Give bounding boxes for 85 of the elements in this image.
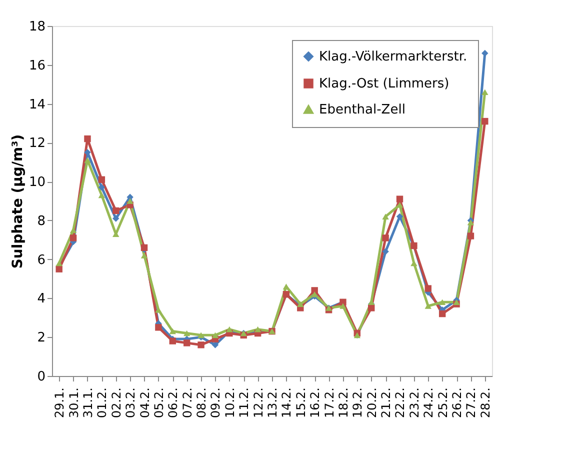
x-tick-label: 19.2. — [350, 388, 365, 418]
x-tick-label: 06.2. — [166, 388, 180, 418]
x-tick-label: 07.2. — [180, 388, 194, 418]
x-tick-label: 25.2. — [436, 388, 450, 418]
y-tick-label: 4 — [37, 292, 46, 307]
x-tick-label: 03.2. — [124, 388, 138, 418]
x-tick-label: 21.2. — [379, 388, 394, 418]
x-tick-label: 27.2. — [464, 388, 478, 418]
y-tick-label: 18 — [28, 20, 46, 34]
point — [424, 285, 432, 292]
point — [438, 299, 446, 306]
y-tick-label: 16 — [28, 58, 46, 74]
point — [84, 157, 91, 164]
point — [140, 252, 148, 258]
x-tick-label: 28.2. — [478, 388, 492, 418]
x-tick-label: 22.2. — [393, 388, 408, 418]
legend-label: Klag.-Völkermarkterstr. — [319, 50, 468, 64]
y-tick-label: 6 — [37, 252, 46, 268]
point — [467, 232, 474, 240]
x-tick-label: 13.2. — [266, 388, 280, 418]
x-tick-label: 29.1. — [52, 388, 67, 418]
point — [169, 328, 176, 334]
point — [382, 248, 389, 255]
legend-label: Klag.-Ost (Limmers) — [319, 76, 450, 92]
point — [311, 287, 318, 294]
point — [311, 291, 318, 298]
x-tick-label: 14.2. — [280, 388, 294, 418]
point — [396, 213, 404, 220]
point — [98, 184, 106, 191]
x-tick-label: 15.2. — [294, 388, 308, 418]
point — [482, 118, 488, 125]
point — [212, 332, 219, 338]
point — [98, 192, 106, 198]
x-tick-label: 05.2. — [152, 388, 166, 418]
point — [482, 89, 488, 96]
point — [155, 324, 162, 331]
point — [198, 342, 204, 348]
x-tick-label: 04.2. — [138, 388, 152, 418]
x-tick-label: 01.2. — [95, 388, 110, 418]
point — [112, 207, 120, 214]
x-tick-label: 16.2. — [308, 388, 322, 418]
y-tick-label: 8 — [37, 214, 46, 229]
point — [126, 198, 134, 204]
x-tick-label: 18.2. — [336, 388, 350, 418]
point — [98, 176, 106, 183]
point — [282, 284, 290, 290]
x-tick-label: 02.2. — [109, 388, 124, 418]
y-tick-label: 2 — [37, 330, 46, 346]
x-tick-label: 31.1. — [80, 388, 95, 418]
point — [112, 215, 120, 222]
x-tick-label: 17.2. — [322, 388, 336, 418]
x-tick-label: 08.2. — [194, 388, 209, 418]
y-tick-label: 10 — [28, 175, 46, 190]
x-tick-label: 30.1. — [66, 388, 81, 418]
point — [226, 326, 233, 332]
x-tick-label: 09.2. — [208, 388, 223, 418]
point — [212, 342, 219, 348]
point — [396, 196, 404, 202]
point — [482, 50, 488, 57]
legend-label: Ebenthal-Zell — [319, 102, 406, 118]
x-tick-label: 12.2. — [251, 388, 266, 418]
point — [297, 301, 304, 307]
point — [424, 303, 432, 309]
point — [84, 149, 91, 156]
point — [70, 234, 77, 242]
x-tick-label: 20.2. — [364, 388, 379, 418]
y-tick-label: 14 — [28, 97, 46, 112]
y-axis-title: Sulphate (µg/m³) — [10, 134, 26, 269]
x-tick-label: 26.2. — [450, 388, 464, 418]
point — [254, 326, 262, 332]
point — [84, 135, 91, 142]
x-tick-label: 10.2. — [222, 388, 237, 418]
point — [183, 340, 190, 346]
x-tick-label: 24.2. — [422, 388, 436, 418]
point — [340, 303, 346, 309]
point — [56, 260, 62, 266]
y-tick-label: 12 — [28, 136, 46, 152]
point — [382, 214, 389, 220]
point — [183, 330, 190, 336]
point — [382, 234, 389, 242]
point — [438, 310, 446, 318]
x-tick-label: 11.2. — [237, 388, 252, 418]
point — [368, 304, 375, 312]
y-tick-label: 0 — [37, 370, 46, 384]
x-tick-label: 23.2. — [407, 388, 422, 418]
